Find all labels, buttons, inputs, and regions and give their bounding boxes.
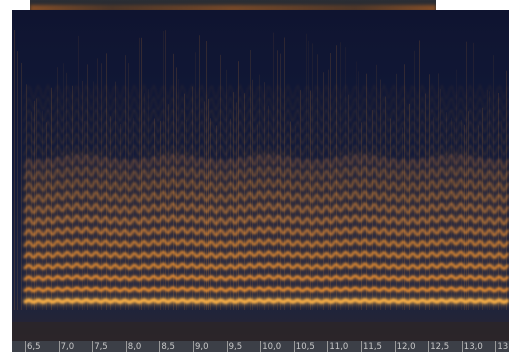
harmonic-line (23, 226, 509, 237)
bottom-ruler-tick-label: 8,5 (161, 342, 175, 352)
low-frequency-band (12, 322, 509, 342)
faint-harmonic-line (23, 143, 509, 157)
spectrogram-image (12, 10, 509, 342)
transient-stripe (493, 55, 494, 310)
bottom-ruler-tick-label: 8,0 (127, 342, 142, 352)
bottom-ruler-tick (193, 341, 194, 352)
top-ruler-overview-strip (30, 5, 436, 12)
harmonic-line (23, 286, 509, 293)
transient-stripe (440, 88, 441, 311)
bottom-time-ruler[interactable]: 6,5 7,0 7,5 8,0 8,5 9,0 9,5 10,0 10,5 11,0 11,5 12,… (12, 341, 509, 352)
faint-harmonic-line (23, 119, 509, 135)
fundamental-line (23, 298, 509, 304)
bottom-ruler-tick (125, 341, 127, 352)
transient-stripe (154, 118, 155, 310)
bottom-ruler-tick-label: 12,0 (396, 342, 416, 352)
bottom-ruler-tick (260, 341, 262, 352)
transient-stripe (230, 118, 231, 310)
left-gutter (0, 10, 12, 342)
transient-stripe (57, 67, 58, 310)
transient-stripe (87, 64, 88, 310)
harmonic-line (23, 250, 509, 259)
transient-stripe (390, 118, 391, 310)
transient-stripe (186, 120, 187, 311)
bottom-ruler-tick (461, 341, 463, 352)
transient-stripe (34, 100, 35, 311)
bottom-ruler-tick (327, 341, 329, 352)
bottom-ruler-tick (293, 341, 295, 352)
bottom-ruler-tick-label: 6,5 (27, 342, 41, 352)
bottom-ruler-tick-label: 9,5 (228, 342, 243, 352)
transient-stripe (14, 30, 15, 310)
transient-stripe (210, 118, 211, 310)
harmonic-line (23, 177, 509, 193)
bottom-ruler-tick-label: 9,0 (195, 342, 209, 352)
bottom-ruler-tick (394, 341, 396, 352)
transient-stripe (208, 98, 209, 310)
transient-stripe (17, 51, 18, 311)
faint-harmonic-line (23, 83, 509, 101)
bottom-ruler-tick-label: 11,0 (329, 342, 349, 352)
bottom-ruler-tick-label: 7,0 (60, 342, 75, 352)
bottom-ruler-tick (428, 341, 430, 352)
bottom-ruler-tick (25, 341, 26, 352)
bottom-ruler-tick-label: 7,5 (94, 342, 108, 352)
bottom-ruler-tick (92, 341, 94, 352)
bottom-ruler-tick (495, 341, 497, 352)
transient-stripe (501, 120, 502, 310)
bottom-ruler-tick-label: 11,5 (363, 342, 382, 352)
faint-harmonic-line (23, 107, 509, 124)
transient-stripe (192, 86, 193, 310)
bottom-ruler-tick (226, 341, 228, 352)
harmonic-line (23, 274, 509, 282)
spectrogram-canvas[interactable] (12, 10, 509, 342)
transient-stripe (36, 98, 37, 310)
faint-harmonic-line (23, 131, 509, 146)
bottom-ruler-tick (159, 341, 161, 352)
harmonic-line (23, 153, 509, 171)
transient-stripe (336, 45, 337, 311)
transient-stripe (330, 53, 331, 311)
transient-stripe (433, 117, 434, 310)
harmonic-line (23, 165, 509, 182)
bottom-ruler-tick-label: 13,5 (497, 342, 509, 352)
harmonics-layer (23, 83, 509, 304)
transient-stripe (348, 94, 349, 311)
harmonic-line (23, 201, 509, 215)
bottom-ruler-tick (58, 341, 60, 352)
transient-stripe (120, 123, 121, 310)
transient-stripe (21, 62, 22, 311)
transient-stripe (216, 125, 217, 310)
transient-stripe (498, 92, 499, 310)
transient-stripe (133, 117, 134, 310)
bottom-ruler-tick (361, 341, 362, 352)
harmonic-line (23, 189, 509, 204)
harmonic-line (23, 238, 509, 248)
transient-stripe (489, 91, 490, 311)
bottom-ruler-tick-label: 13,0 (463, 342, 483, 352)
bottom-ruler-tick-label: 10,5 (295, 342, 315, 352)
bottom-ruler-tick-label: 12,5 (430, 342, 450, 352)
transient-stripe (144, 93, 145, 310)
faint-harmonic-line (23, 95, 509, 112)
harmonic-line (23, 214, 509, 226)
transient-stripe (358, 71, 359, 311)
transient-stripe (414, 50, 415, 310)
bottom-ruler-tick-label: 10,0 (262, 342, 282, 352)
harmonic-line (23, 262, 509, 271)
